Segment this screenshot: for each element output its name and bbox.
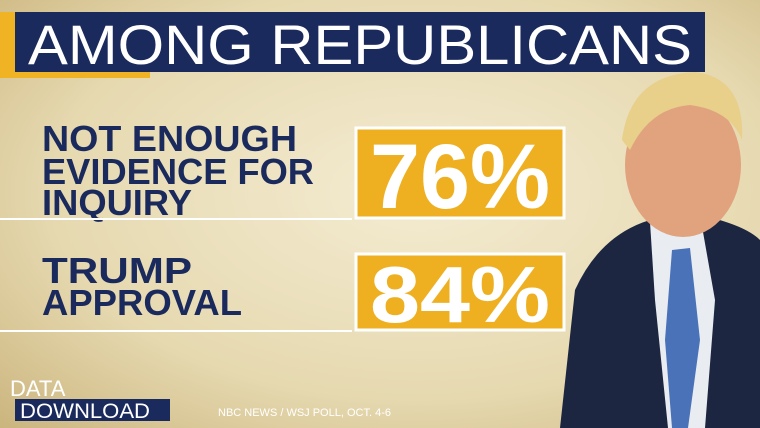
accent-bar bbox=[0, 12, 15, 78]
stat-label: EVIDENCE FOR bbox=[42, 151, 314, 192]
brand: DATA_ bbox=[10, 376, 78, 401]
stat-value: 84% bbox=[370, 250, 550, 339]
divider bbox=[0, 330, 352, 332]
stat-box bbox=[354, 252, 566, 332]
portrait bbox=[560, 72, 760, 428]
stat-label: INQUIRY bbox=[42, 182, 192, 223]
title: AMONG REPUBLICANS bbox=[28, 13, 692, 76]
accent-strip bbox=[15, 72, 150, 78]
divider bbox=[0, 218, 352, 220]
title-bar bbox=[15, 12, 705, 72]
brand: DOWNLOAD bbox=[20, 400, 150, 423]
stat-label: NOT ENOUGH bbox=[42, 118, 297, 159]
source: NBC NEWS / WSJ POLL, OCT. 4-6 bbox=[218, 407, 391, 419]
stat-label: APPROVAL bbox=[42, 282, 242, 323]
stat-box bbox=[354, 126, 566, 220]
stat-label: TRUMP bbox=[42, 250, 192, 291]
brand-box bbox=[15, 399, 170, 421]
stat-value: 76% bbox=[370, 126, 550, 228]
